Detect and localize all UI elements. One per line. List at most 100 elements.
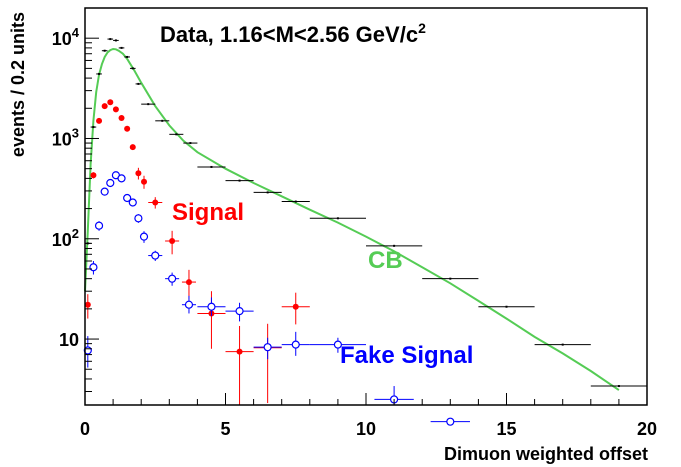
- marker: [207, 302, 216, 311]
- marker: [98, 72, 101, 75]
- marker: [617, 385, 620, 388]
- marker: [126, 55, 129, 58]
- data-point: [141, 103, 156, 106]
- data-point: [253, 191, 282, 194]
- marker: [90, 172, 97, 179]
- data-point: [148, 197, 163, 209]
- marker: [92, 126, 95, 129]
- series-data: [85, 38, 647, 388]
- marker: [175, 133, 178, 136]
- data-point: [107, 99, 114, 106]
- data-point: [165, 272, 180, 286]
- marker: [236, 348, 243, 355]
- data-point: [309, 337, 366, 353]
- marker: [89, 263, 98, 272]
- marker: [189, 142, 192, 145]
- marker: [561, 343, 564, 346]
- cb-curve-layer: [84, 47, 620, 391]
- data-point: [113, 39, 119, 42]
- marker: [151, 251, 160, 260]
- data-point: [309, 217, 366, 220]
- data-point: [124, 55, 130, 58]
- data-point: [155, 119, 170, 122]
- data-point: [123, 193, 132, 203]
- data-point: [90, 172, 97, 179]
- data-point: [197, 165, 226, 168]
- data-point: [117, 174, 126, 183]
- data-point: [430, 417, 470, 426]
- data-point: [135, 82, 142, 85]
- data-point: [100, 187, 109, 196]
- data-point: [169, 133, 184, 136]
- data-point: [135, 167, 142, 180]
- marker: [96, 117, 103, 124]
- data-point: [106, 178, 115, 188]
- marker: [505, 305, 508, 308]
- data-point: [96, 117, 103, 124]
- x-tick-label: 5: [220, 419, 230, 439]
- y-tick-label: 103: [52, 125, 79, 149]
- marker: [336, 217, 339, 220]
- data-point: [118, 46, 125, 49]
- data-point: [129, 144, 136, 151]
- data-point: [422, 277, 479, 280]
- marker: [292, 303, 299, 310]
- data-point: [118, 115, 125, 122]
- marker: [333, 340, 342, 349]
- cb-label: CB: [368, 247, 403, 274]
- marker: [134, 214, 143, 223]
- marker: [184, 300, 194, 309]
- marker: [120, 46, 123, 49]
- data-point: [181, 269, 196, 300]
- y-tick-label: 10: [59, 330, 79, 350]
- data-point: [534, 343, 591, 346]
- y-axis-label: events / 0.2 units: [8, 12, 28, 157]
- marker: [141, 178, 148, 185]
- y-tick-base: 10: [52, 230, 72, 250]
- data-point: [107, 38, 114, 41]
- marker: [101, 103, 108, 110]
- x-axis-label: Dimuon weighted offset: [444, 444, 648, 464]
- marker: [185, 279, 192, 286]
- fake-signal-label: Fake Signal: [340, 342, 473, 369]
- series-layer: [83, 38, 647, 426]
- data-point: [181, 295, 196, 314]
- marker: [128, 198, 137, 207]
- marker: [446, 417, 455, 426]
- data-point: [253, 337, 282, 360]
- data-point: [253, 323, 282, 404]
- marker: [291, 340, 300, 349]
- signal-label: Signal: [172, 199, 244, 226]
- data-point: [366, 244, 423, 247]
- x-tick-label: 20: [637, 419, 657, 439]
- chart-title-superscript: 2: [418, 20, 426, 36]
- data-point: [148, 250, 163, 262]
- y-tick-base: 10: [52, 129, 72, 149]
- data-point: [281, 292, 310, 325]
- marker: [103, 49, 106, 52]
- data-point: [134, 214, 143, 223]
- data-point: [84, 294, 91, 319]
- marker: [137, 82, 140, 85]
- data-point: [129, 67, 136, 70]
- y-tick-exponent: 4: [72, 25, 80, 40]
- data-point: [90, 126, 97, 129]
- data-point: [478, 305, 535, 308]
- marker: [112, 106, 119, 113]
- marker: [393, 244, 396, 247]
- marker: [449, 277, 452, 280]
- marker: [114, 39, 117, 42]
- marker: [117, 174, 126, 183]
- data-point: [225, 302, 254, 322]
- marker: [294, 200, 297, 203]
- x-tick-label: 0: [80, 419, 90, 439]
- data-point: [89, 261, 98, 275]
- marker: [161, 119, 164, 122]
- data-point: [225, 325, 254, 405]
- data-point: [128, 198, 137, 207]
- marker: [235, 306, 244, 316]
- data-point: [141, 175, 148, 189]
- y-tick-label: 102: [52, 226, 79, 250]
